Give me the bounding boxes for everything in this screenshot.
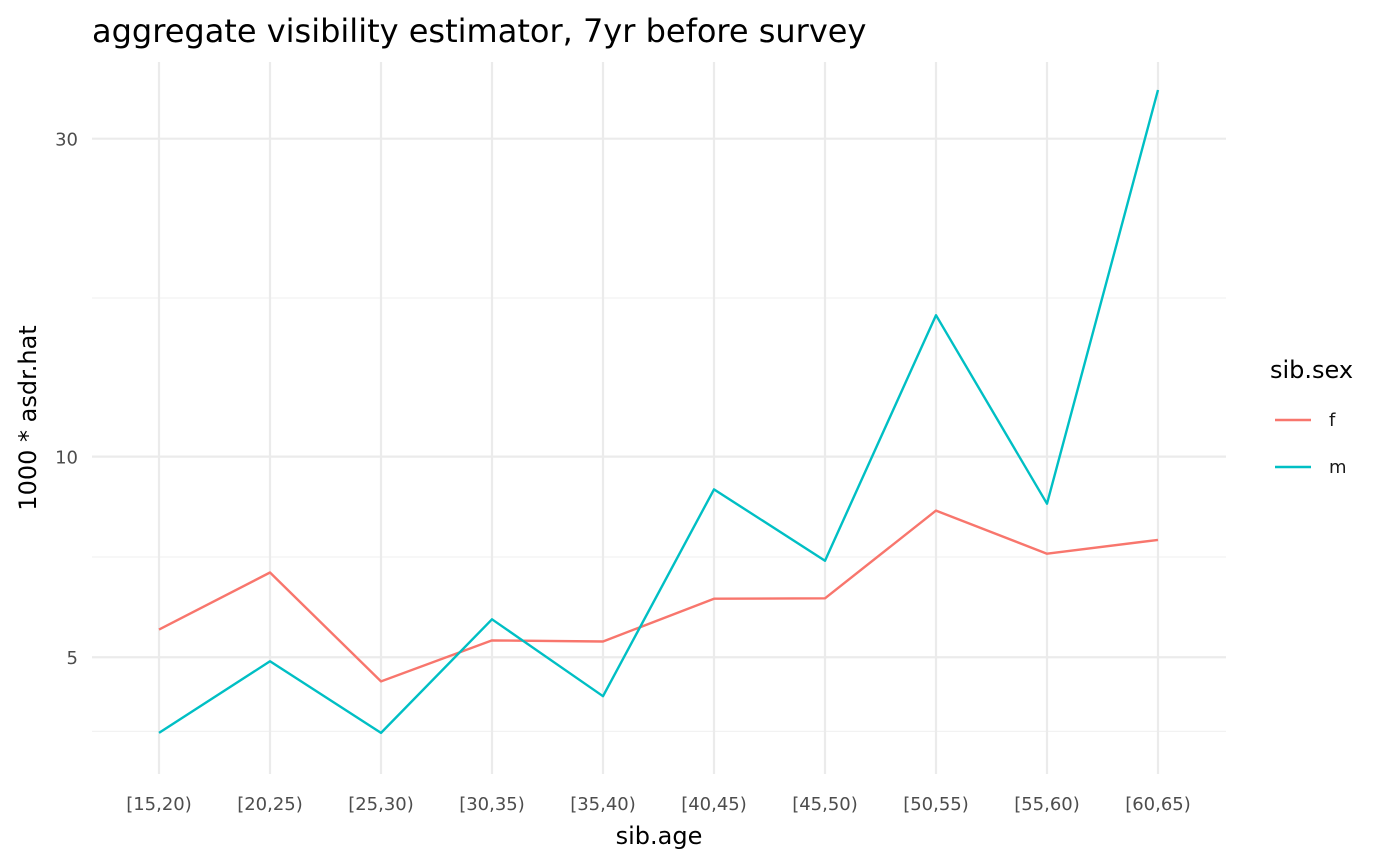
legend-title: sib.sex [1270,356,1353,384]
x-tick-label: [55,60) [1014,794,1080,815]
y-axis-title: 1000 * asdr.hat [14,325,42,510]
legend-items: fm [1275,410,1347,478]
x-tick-label: [20,25) [237,794,303,815]
series-line-m [158,89,1160,735]
y-axis-tick-labels: 5 10 30 [55,130,78,670]
legend-label-m: m [1329,457,1347,478]
x-tick-label: [30,35) [459,794,525,815]
y-tick-label: 30 [55,130,78,151]
series-line-f [158,509,1159,683]
legend-label-f: f [1329,410,1336,431]
x-tick-label: [45,50) [792,794,858,815]
y-tick-label: 10 [55,448,78,469]
x-tick-label: [25,30) [348,794,414,815]
x-tick-label: [40,45) [681,794,747,815]
y-tick-label: 5 [67,648,78,669]
x-axis-tick-labels: [15,20) [20,25) [25,30) [30,35) [35,40) [40,4… [126,794,1191,815]
series-lines [158,89,1160,735]
gridlines [92,62,1226,774]
chart-title: aggregate visibility estimator, 7yr befo… [92,12,866,50]
x-tick-label: [35,40) [570,794,636,815]
x-tick-label: [15,20) [126,794,192,815]
x-tick-label: [60,65) [1125,794,1191,815]
x-axis-title: sib.age [616,822,703,850]
legend: sib.sex fm [1270,356,1353,478]
x-tick-label: [50,55) [903,794,969,815]
